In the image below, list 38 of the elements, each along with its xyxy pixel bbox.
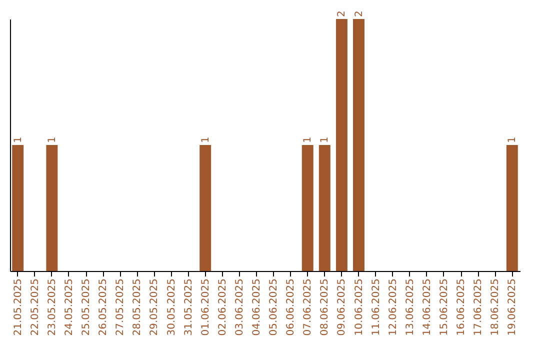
data-label: 1 <box>302 136 314 143</box>
data-label: 1 <box>507 136 518 143</box>
x-tick-label: 17.06.2025 <box>473 278 484 336</box>
x-tick-label: 25.05.2025 <box>81 278 92 336</box>
x-tick-label: 08.06.2025 <box>320 278 331 336</box>
x-tick-label: 31.05.2025 <box>183 278 194 336</box>
data-label: 1 <box>12 136 24 143</box>
x-tick-label: 24.05.2025 <box>64 278 75 336</box>
x-tick-label: 01.06.2025 <box>200 278 212 336</box>
x-tick-label: 04.06.2025 <box>251 278 262 336</box>
data-label: 1 <box>46 136 58 143</box>
x-tick-label: 30.05.2025 <box>166 278 178 336</box>
x-tick-label: 02.06.2025 <box>217 278 228 336</box>
x-tick-label: 16.06.2025 <box>456 278 468 336</box>
x-tick-label: 06.06.2025 <box>286 278 297 336</box>
x-tick-label: 21.05.2025 <box>12 278 24 336</box>
x-tick-label: 15.06.2025 <box>438 278 450 336</box>
x-tick-label: 23.05.2025 <box>46 278 58 336</box>
x-tick-label: 10.06.2025 <box>354 278 365 336</box>
x-tick-label: 19.06.2025 <box>507 278 518 336</box>
x-tick-label: 18.06.2025 <box>490 278 502 336</box>
x-tick-label: 09.06.2025 <box>336 278 348 336</box>
x-tick-label: 03.06.2025 <box>234 278 246 336</box>
x-tick-label: 28.05.2025 <box>132 278 144 336</box>
data-label: 2 <box>354 10 365 17</box>
data-label: 2 <box>336 10 348 17</box>
data-label: 1 <box>200 136 212 143</box>
x-tick-label: 22.05.2025 <box>30 278 41 336</box>
x-tick-label: 12.06.2025 <box>388 278 399 336</box>
x-tick-label: 26.05.2025 <box>98 278 110 336</box>
x-tick-label: 11.06.2025 <box>370 278 382 336</box>
x-tick-label: 14.06.2025 <box>422 278 433 336</box>
x-tick-label: 29.05.2025 <box>149 278 160 336</box>
x-tick-label: 05.06.2025 <box>268 278 280 336</box>
x-tick-label: 07.06.2025 <box>302 278 314 336</box>
x-tick-label: 13.06.2025 <box>404 278 416 336</box>
data-label: 1 <box>320 136 331 143</box>
x-tick-label: 27.05.2025 <box>115 278 126 336</box>
